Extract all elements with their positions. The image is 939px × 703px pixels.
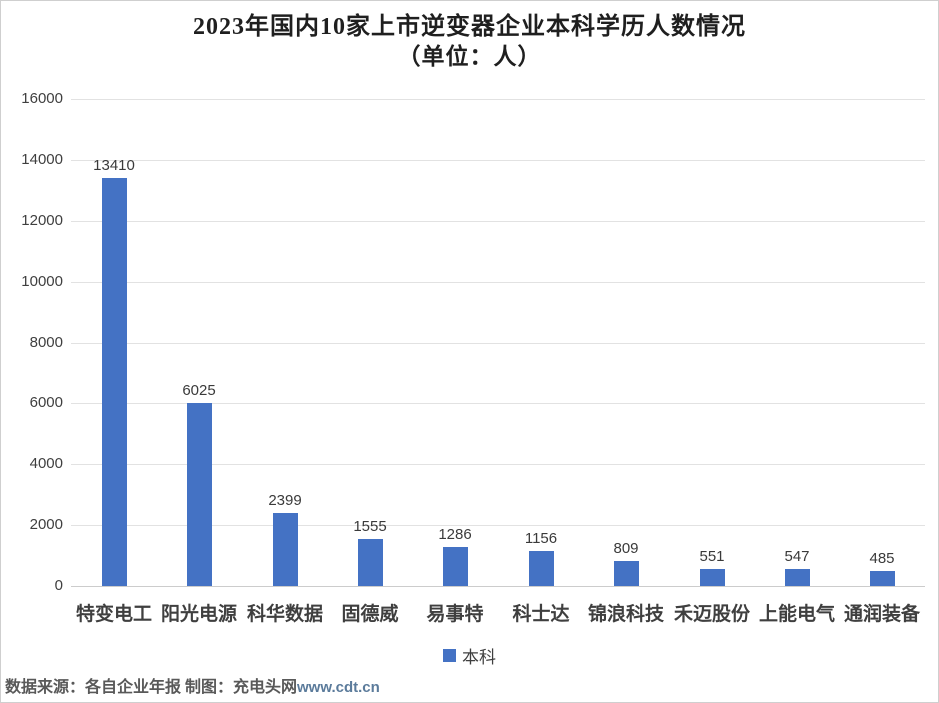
x-category-label-易事特: 易事特: [426, 604, 484, 625]
gridline-16000: [71, 99, 925, 100]
gridline-2000: [71, 525, 925, 526]
y-tick-label-6000: 6000: [29, 394, 63, 411]
y-tick-label-4000: 4000: [29, 455, 63, 472]
x-category-label-禾迈股份: 禾迈股份: [673, 604, 750, 625]
y-tick-label-0: 0: [54, 577, 63, 594]
bar-禾迈股份: [699, 569, 725, 586]
bar-阳光电源: [186, 403, 212, 586]
bar-value-label-通润装备: 485: [869, 550, 895, 567]
y-tick-label-16000: 16000: [21, 90, 63, 107]
bar-value-label-禾迈股份: 551: [699, 548, 725, 565]
gridline-10000: [71, 282, 925, 283]
gridline-6000: [71, 403, 925, 404]
y-tick-label-10000: 10000: [21, 273, 63, 290]
bar-固德威: [357, 539, 383, 586]
gridline-12000: [71, 221, 925, 222]
bar-value-label-特变电工: 13410: [93, 157, 135, 174]
y-tick-label-8000: 8000: [29, 334, 63, 351]
bar-上能电气: [784, 569, 810, 586]
bar-特变电工: [101, 178, 127, 586]
plot-area: [71, 99, 925, 587]
bar-value-label-阳光电源: 6025: [182, 382, 216, 399]
gridline-8000: [71, 343, 925, 344]
x-category-label-上能电气: 上能电气: [758, 604, 835, 625]
x-category-label-特变电工: 特变电工: [75, 604, 152, 625]
x-category-label-阳光电源: 阳光电源: [160, 604, 237, 625]
y-tick-label-12000: 12000: [21, 212, 63, 229]
bar-通润装备: [869, 571, 895, 586]
chart-title: 2023年国内10家上市逆变器企业本科学历人数情况 （单位：人）: [1, 11, 938, 71]
bar-易事特: [442, 547, 468, 586]
bar-value-label-固德威: 1555: [353, 518, 387, 535]
legend-series-label: 本科: [462, 648, 496, 667]
bar-科华数据: [272, 513, 298, 586]
footer-attribution: 数据来源：各自企业年报 制图：充电头网www.cdt.cn: [5, 673, 380, 697]
bar-value-label-易事特: 1286: [438, 526, 472, 543]
chart-title-unit-line: （单位：人）: [397, 44, 542, 69]
x-category-label-固德威: 固德威: [341, 604, 399, 625]
x-category-label-锦浪科技: 锦浪科技: [587, 604, 664, 625]
x-category-label-科华数据: 科华数据: [246, 604, 323, 625]
data-source-text: 数据来源：各自企业年报 制图：充电头网: [5, 679, 298, 696]
x-category-label-通润装备: 通润装备: [843, 604, 920, 625]
legend: 本科: [1, 643, 938, 668]
y-tick-label-14000: 14000: [21, 151, 63, 168]
gridline-4000: [71, 464, 925, 465]
bar-锦浪科技: [613, 561, 639, 586]
bar-value-label-科华数据: 2399: [268, 492, 302, 509]
legend-swatch-icon: [443, 649, 456, 662]
bar-科士达: [528, 551, 554, 586]
gridline-0: [71, 586, 925, 587]
chart-title-line1: 2023年国内10家上市逆变器企业本科学历人数情况: [193, 14, 746, 40]
y-tick-label-2000: 2000: [29, 516, 63, 533]
bar-value-label-锦浪科技: 809: [613, 540, 639, 557]
site-link-text: www.cdt.cn: [297, 679, 380, 696]
bar-value-label-科士达: 1156: [524, 530, 558, 547]
bar-value-label-上能电气: 547: [784, 548, 810, 565]
gridline-14000: [71, 160, 925, 161]
x-category-label-科士达: 科士达: [512, 604, 570, 625]
